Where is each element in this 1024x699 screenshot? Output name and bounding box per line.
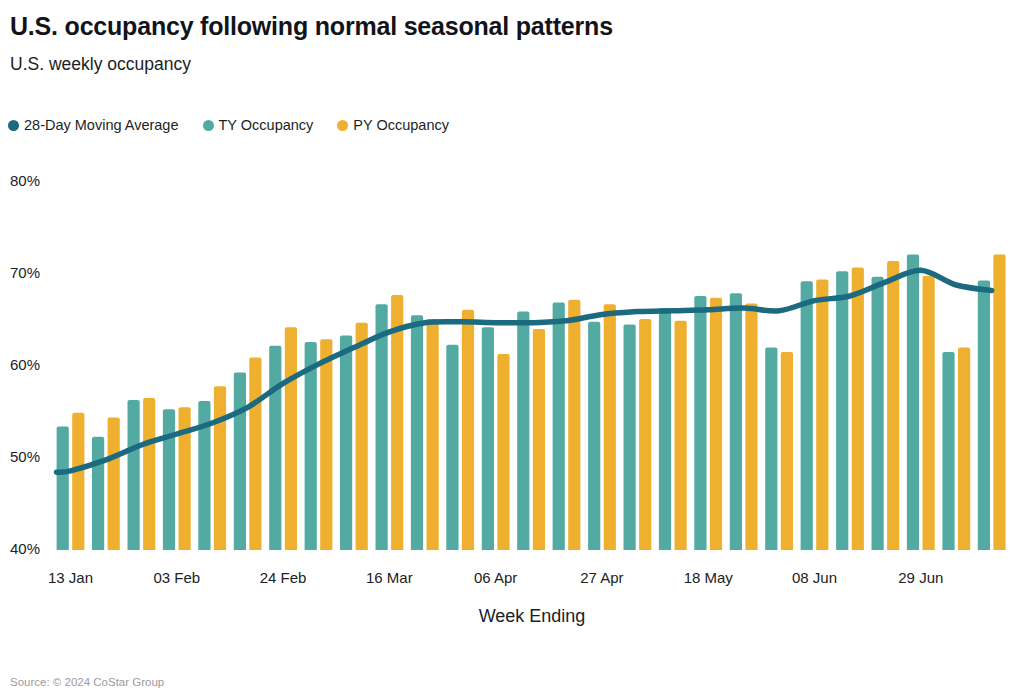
ty-occupancy-bar (128, 400, 140, 550)
ty-occupancy-bar (553, 302, 565, 550)
x-axis-tick-label: 27 Apr (557, 569, 647, 586)
chart-subtitle: U.S. weekly occupancy (10, 54, 191, 75)
py-occupancy-bar (852, 268, 864, 551)
legend-item-ty-occupancy: TY Occupancy (203, 117, 314, 133)
x-axis-tick-label: 06 Apr (451, 569, 541, 586)
py-occupancy-bar (285, 327, 297, 550)
bars-and-line-svg (0, 169, 1024, 550)
py-occupancy-bar (675, 321, 687, 550)
ty-occupancy-bar (482, 327, 494, 550)
y-axis-tick-label: 50% (10, 448, 40, 466)
py-occupancy-bar (745, 303, 757, 550)
ty-occupancy-bar (730, 293, 742, 550)
ty-occupancy-bar (517, 312, 529, 550)
ty-occupancy-bar (942, 352, 954, 550)
y-axis-tick-label: 80% (10, 172, 40, 190)
x-axis-tick-label: 16 Mar (344, 569, 434, 586)
py-occupancy-bar (604, 304, 616, 550)
legend: 28-Day Moving Average TY Occupancy PY Oc… (8, 117, 449, 133)
chart-canvas: U.S. occupancy following normal seasonal… (0, 0, 1024, 699)
py-occupancy-bar (710, 298, 722, 550)
py-occupancy-bar (533, 329, 545, 550)
ty-occupancy-bar (836, 271, 848, 550)
ty-occupancy-bar (57, 427, 69, 550)
ty-occupancy-bar (376, 304, 388, 550)
ty-occupancy-bar (659, 308, 671, 550)
py-occupancy-bar (249, 358, 261, 550)
x-axis-tick-label: 24 Feb (238, 569, 328, 586)
x-axis-tick-label: 29 Jun (876, 569, 966, 586)
ty-occupancy-bar (340, 336, 352, 550)
py-occupancy-bar (639, 319, 651, 550)
py-occupancy-bar (427, 319, 439, 550)
ty-occupancy-bar (588, 322, 600, 550)
legend-item-py-occupancy: PY Occupancy (337, 117, 449, 133)
source-note: Source: © 2024 CoStar Group (10, 676, 164, 688)
legend-label: TY Occupancy (219, 117, 314, 133)
py-occupancy-bar (143, 398, 155, 550)
py-occupancy-bar (108, 417, 120, 550)
y-axis-tick-label: 60% (10, 356, 40, 374)
legend-item-moving-average: 28-Day Moving Average (8, 117, 179, 133)
ty-occupancy-swatch-icon (203, 120, 214, 131)
py-occupancy-bar (356, 323, 368, 550)
py-occupancy-bar (958, 348, 970, 551)
x-axis-tick-label: 13 Jan (26, 569, 116, 586)
py-occupancy-bar (497, 354, 509, 550)
x-axis-tick-label: 18 May (663, 569, 753, 586)
py-occupancy-bar (214, 386, 226, 550)
x-axis-title: Week Ending (479, 606, 586, 627)
ty-occupancy-bar (872, 277, 884, 550)
ty-occupancy-bar (411, 315, 423, 550)
chart-title: U.S. occupancy following normal seasonal… (10, 12, 613, 41)
py-occupancy-bar (781, 352, 793, 550)
ty-occupancy-bar (765, 348, 777, 551)
ty-occupancy-bar (801, 281, 813, 550)
ty-occupancy-bar (92, 437, 104, 550)
x-axis-tick-label: 03 Feb (132, 569, 222, 586)
y-axis-tick-label: 70% (10, 264, 40, 282)
legend-label: 28-Day Moving Average (24, 117, 179, 133)
ty-occupancy-bar (624, 325, 636, 551)
py-occupancy-bar (993, 255, 1005, 550)
ty-occupancy-bar (269, 346, 281, 550)
ty-occupancy-bar (907, 255, 919, 550)
py-occupancy-bar (320, 339, 332, 550)
ty-occupancy-bar (694, 296, 706, 550)
ty-occupancy-bar (163, 409, 175, 550)
y-axis-tick-label: 40% (10, 540, 40, 558)
x-axis-tick-label: 08 Jun (770, 569, 860, 586)
moving-average-swatch-icon (8, 120, 19, 131)
py-occupancy-swatch-icon (337, 120, 348, 131)
legend-label: PY Occupancy (353, 117, 449, 133)
py-occupancy-bar (72, 413, 84, 550)
ty-occupancy-bar (978, 280, 990, 550)
py-occupancy-bar (462, 310, 474, 550)
py-occupancy-bar (887, 261, 899, 550)
py-occupancy-bar (816, 279, 828, 550)
py-occupancy-bar (923, 276, 935, 550)
ty-occupancy-bar (446, 345, 458, 550)
py-occupancy-bar (568, 300, 580, 550)
ty-occupancy-bar (234, 372, 246, 550)
